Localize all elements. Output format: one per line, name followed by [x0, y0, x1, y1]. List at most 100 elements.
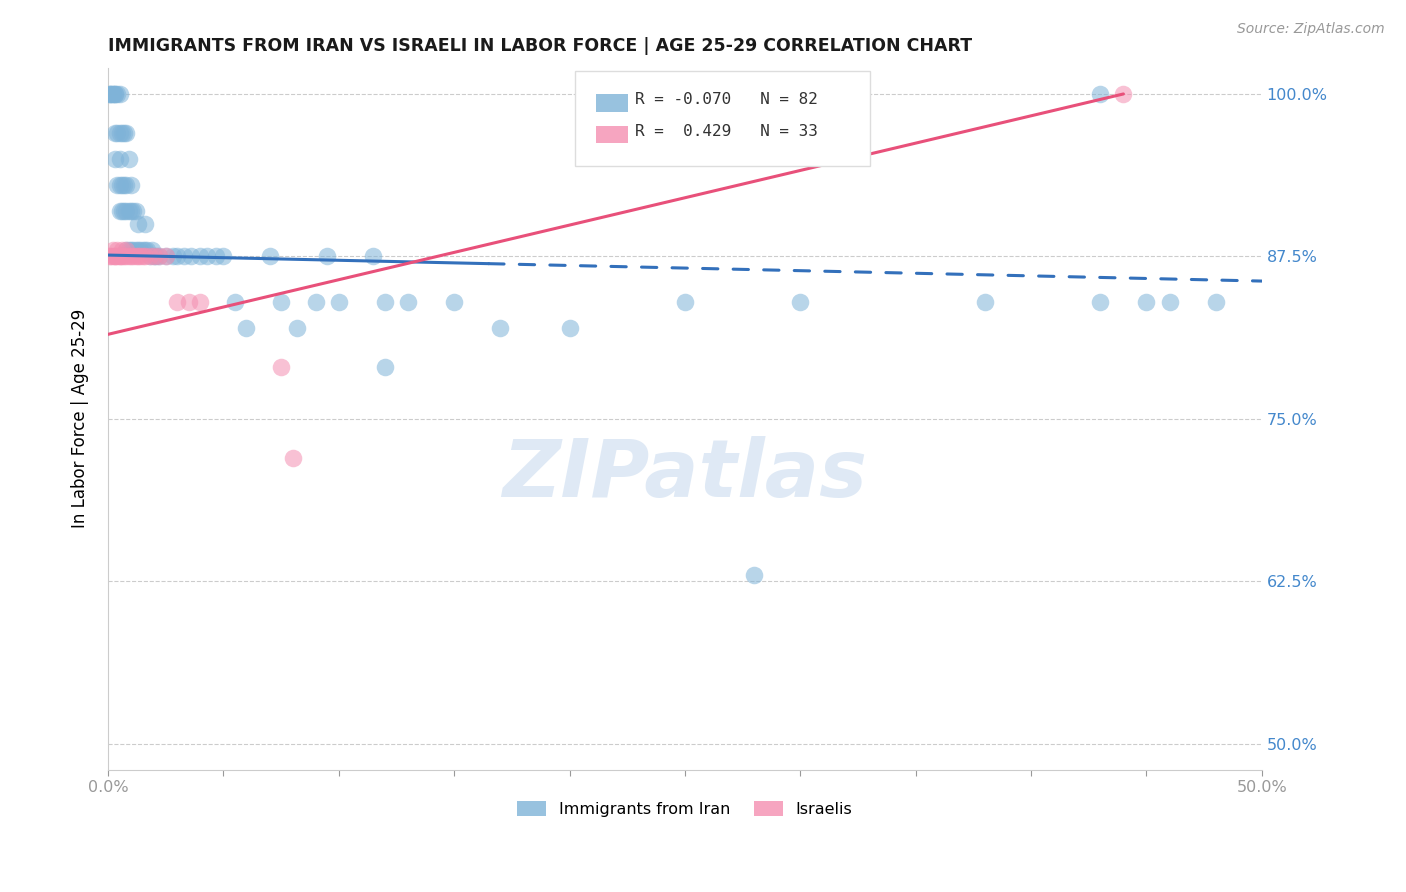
- Point: [134, 217, 156, 231]
- Point: [1090, 294, 1112, 309]
- Point: [1159, 294, 1181, 309]
- Point: [136, 243, 159, 257]
- Point: [122, 203, 145, 218]
- Point: [1090, 87, 1112, 101]
- Point: [127, 249, 149, 263]
- Point: [125, 249, 148, 263]
- Point: [120, 178, 142, 192]
- Point: [224, 294, 246, 309]
- Point: [112, 203, 135, 218]
- Point: [115, 203, 138, 218]
- Point: [443, 294, 465, 309]
- Point: [396, 294, 419, 309]
- Point: [108, 87, 131, 101]
- Point: [143, 249, 166, 263]
- Point: [108, 249, 131, 263]
- Point: [270, 359, 292, 374]
- Point: [98, 87, 121, 101]
- Point: [285, 321, 308, 335]
- Point: [125, 203, 148, 218]
- Text: R =  0.429   N = 33: R = 0.429 N = 33: [636, 124, 818, 138]
- Point: [125, 243, 148, 257]
- Point: [101, 243, 124, 257]
- Point: [134, 243, 156, 257]
- Point: [188, 249, 211, 263]
- Point: [180, 249, 202, 263]
- Point: [111, 243, 134, 257]
- Point: [115, 178, 138, 192]
- Point: [789, 294, 811, 309]
- Point: [101, 249, 124, 263]
- Point: [120, 203, 142, 218]
- Point: [105, 87, 128, 101]
- Point: [118, 243, 141, 257]
- Point: [108, 203, 131, 218]
- FancyBboxPatch shape: [575, 71, 869, 166]
- Point: [118, 203, 141, 218]
- Text: ZIPatlas: ZIPatlas: [502, 436, 868, 514]
- Point: [122, 249, 145, 263]
- Point: [120, 249, 142, 263]
- Point: [281, 450, 304, 465]
- Point: [316, 249, 339, 263]
- Point: [162, 249, 184, 263]
- Point: [212, 249, 235, 263]
- Point: [259, 249, 281, 263]
- Point: [115, 126, 138, 140]
- Point: [108, 249, 131, 263]
- Point: [673, 294, 696, 309]
- Point: [108, 126, 131, 140]
- Point: [305, 294, 328, 309]
- Point: [145, 249, 167, 263]
- Point: [235, 321, 257, 335]
- Point: [115, 243, 138, 257]
- Text: R = -0.070   N = 82: R = -0.070 N = 82: [636, 92, 818, 107]
- Point: [118, 249, 141, 263]
- Text: IMMIGRANTS FROM IRAN VS ISRAELI IN LABOR FORCE | AGE 25-29 CORRELATION CHART: IMMIGRANTS FROM IRAN VS ISRAELI IN LABOR…: [108, 37, 972, 55]
- Point: [138, 249, 160, 263]
- Point: [148, 249, 170, 263]
- Point: [112, 126, 135, 140]
- Point: [104, 152, 127, 166]
- Point: [141, 243, 163, 257]
- Point: [143, 249, 166, 263]
- Point: [363, 249, 385, 263]
- Point: [108, 152, 131, 166]
- Point: [104, 87, 127, 101]
- Point: [104, 249, 127, 263]
- Point: [489, 321, 512, 335]
- Point: [98, 87, 121, 101]
- Point: [328, 294, 350, 309]
- Point: [104, 249, 127, 263]
- Point: [1112, 87, 1135, 101]
- Point: [134, 249, 156, 263]
- Point: [131, 249, 153, 263]
- Bar: [596, 95, 628, 112]
- Point: [127, 217, 149, 231]
- Point: [131, 243, 153, 257]
- Point: [111, 249, 134, 263]
- Point: [101, 87, 124, 101]
- Text: Source: ZipAtlas.com: Source: ZipAtlas.com: [1237, 22, 1385, 37]
- Bar: [596, 126, 628, 144]
- Point: [105, 243, 128, 257]
- Point: [558, 321, 581, 335]
- Point: [742, 567, 765, 582]
- Point: [195, 249, 218, 263]
- Point: [173, 249, 195, 263]
- Point: [112, 249, 135, 263]
- Point: [270, 294, 292, 309]
- Point: [111, 178, 134, 192]
- Point: [118, 152, 141, 166]
- Point: [111, 126, 134, 140]
- Point: [98, 249, 121, 263]
- Point: [105, 178, 128, 192]
- Point: [1135, 294, 1157, 309]
- Point: [105, 126, 128, 140]
- Point: [122, 243, 145, 257]
- Point: [115, 243, 138, 257]
- Point: [138, 249, 160, 263]
- Point: [108, 178, 131, 192]
- Point: [148, 249, 170, 263]
- Point: [205, 249, 228, 263]
